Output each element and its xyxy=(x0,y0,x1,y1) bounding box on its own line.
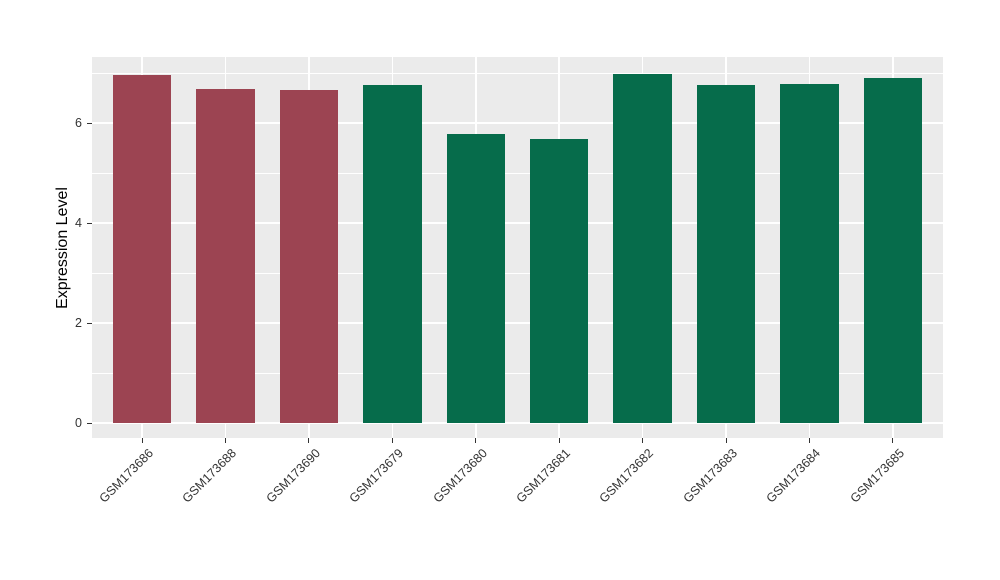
x-tick-label-GSM173679: GSM173679 xyxy=(346,446,407,506)
minor-gridline-y-5 xyxy=(92,172,943,174)
plot-panel xyxy=(92,57,943,438)
bar-GSM173685 xyxy=(863,77,923,423)
bar-GSM173682 xyxy=(613,73,672,423)
x-tick-mark-GSM173679 xyxy=(391,438,393,443)
x-tick-label-GSM173680: GSM173680 xyxy=(430,446,490,506)
minor-gridline-y-7 xyxy=(92,72,943,74)
x-tick-mark-GSM173684 xyxy=(809,438,810,443)
x-tick-mark-GSM173690 xyxy=(308,438,310,443)
x-tick-mark-GSM173681 xyxy=(558,438,560,443)
x-tick-label-GSM173688: GSM173688 xyxy=(179,446,240,506)
major-gridline-y-6 xyxy=(92,122,943,124)
bar-GSM173686 xyxy=(112,75,172,423)
minor-gridline-y-3 xyxy=(92,272,943,274)
y-tick-label-0: 0 xyxy=(75,416,82,430)
y-tick-mark-0 xyxy=(87,422,92,424)
bar-GSM173679 xyxy=(363,84,422,423)
major-gridline-y-2 xyxy=(92,322,943,324)
minor-gridline-y-1 xyxy=(92,372,943,374)
bar-GSM173690 xyxy=(279,89,339,423)
major-gridline-y-4 xyxy=(92,222,943,224)
x-tick-mark-GSM173683 xyxy=(725,438,727,443)
x-tick-mark-GSM173686 xyxy=(141,438,143,443)
y-tick-mark-2 xyxy=(87,322,92,324)
major-gridline-y-0 xyxy=(92,422,943,424)
x-tick-label-GSM173686: GSM173686 xyxy=(96,446,156,506)
y-axis-title: Expression Level xyxy=(54,186,71,309)
y-tick-label-6: 6 xyxy=(75,116,82,130)
y-tick-label-2: 2 xyxy=(75,316,82,330)
x-tick-mark-GSM173680 xyxy=(475,438,477,443)
y-tick-label-4: 4 xyxy=(75,216,82,230)
x-tick-label-GSM173684: GSM173684 xyxy=(763,446,824,506)
x-tick-label-GSM173682: GSM173682 xyxy=(597,446,657,506)
x-tick-label-GSM173681: GSM173681 xyxy=(513,446,574,506)
bar-GSM173683 xyxy=(696,84,756,423)
x-tick-label-GSM173683: GSM173683 xyxy=(680,446,740,506)
bar-GSM173684 xyxy=(780,83,839,423)
y-tick-mark-4 xyxy=(87,222,92,224)
x-tick-mark-GSM173688 xyxy=(224,438,226,443)
bar-GSM173681 xyxy=(530,139,589,423)
x-tick-mark-GSM173685 xyxy=(892,438,894,443)
bar-GSM173680 xyxy=(446,134,505,423)
bar-GSM173688 xyxy=(196,88,255,423)
x-tick-label-GSM173690: GSM173690 xyxy=(263,446,323,506)
y-tick-mark-6 xyxy=(87,122,92,124)
x-tick-label-GSM173685: GSM173685 xyxy=(847,446,907,506)
x-tick-mark-GSM173682 xyxy=(642,438,644,443)
